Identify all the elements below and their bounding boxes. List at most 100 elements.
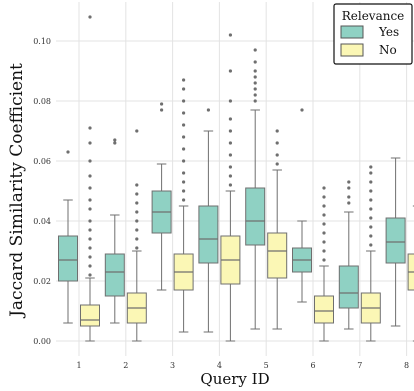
outlier-point — [275, 141, 279, 145]
legend: Relevance Yes No — [333, 3, 413, 65]
outlier-point — [182, 123, 186, 127]
y-tick-label: 0.04 — [33, 217, 51, 226]
outlier-point — [322, 186, 326, 190]
y-tick-label: 0.08 — [33, 97, 51, 106]
outlier-point — [88, 255, 92, 259]
y-tick-label: 0.06 — [33, 157, 51, 166]
outlier-point — [275, 153, 279, 157]
iqr-box — [385, 217, 406, 264]
outlier-point — [369, 243, 373, 247]
box-yes-query-6 — [292, 108, 312, 303]
box-yes-query-3 — [151, 102, 172, 291]
legend-swatch-yes — [340, 25, 364, 39]
outlier-point — [135, 237, 139, 241]
outlier-point — [160, 102, 164, 106]
outlier-point — [88, 219, 92, 223]
outlier-point — [66, 150, 70, 154]
outlier-point — [206, 108, 210, 112]
outlier-point — [228, 153, 232, 157]
outlier-point — [88, 126, 92, 130]
outlier-point — [135, 219, 139, 223]
outlier-point — [88, 186, 92, 190]
outlier-point — [88, 228, 92, 232]
outlier-point — [88, 264, 92, 268]
outlier-point — [228, 141, 232, 145]
x-tick-label: 7 — [357, 361, 362, 370]
outlier-point — [300, 108, 304, 112]
outlier-point — [228, 174, 232, 178]
outlier-point — [88, 246, 92, 250]
box-groups — [58, 15, 414, 342]
iqr-box — [58, 235, 78, 282]
outlier-point — [182, 189, 186, 193]
outlier-point — [182, 180, 186, 184]
outlier-point — [322, 240, 326, 244]
grid-lines — [56, 2, 414, 356]
outlier-point — [369, 225, 373, 229]
x-tick-label: 4 — [217, 361, 222, 370]
outlier-point — [113, 138, 117, 142]
tick-labels: 0.00 0.02 0.04 0.06 0.08 0.10 1 2 3 4 5 6 7 8 — [33, 37, 409, 370]
y-axis-label: Jaccard Similarity Coefficient — [7, 63, 27, 319]
x-tick-label: 2 — [123, 361, 128, 370]
outlier-point — [253, 69, 257, 73]
outlier-point — [253, 48, 257, 52]
outlier-point — [322, 249, 326, 253]
outlier-point — [228, 183, 232, 187]
outlier-point — [275, 162, 279, 166]
outlier-point — [135, 210, 139, 214]
outlier-point — [322, 222, 326, 226]
outlier-point — [182, 198, 186, 202]
outlier-point — [228, 117, 232, 121]
outlier-point — [369, 207, 373, 211]
outlier-point — [369, 198, 373, 202]
x-tick-label: 8 — [404, 361, 409, 370]
outlier-point — [369, 165, 373, 169]
box-no-query-3 — [173, 78, 194, 333]
box-no-query-6 — [314, 186, 334, 342]
outlier-point — [369, 189, 373, 193]
outlier-point — [88, 174, 92, 178]
box-yes-query-1 — [58, 150, 78, 324]
iqr-box — [314, 295, 334, 324]
iqr-box — [104, 253, 125, 297]
iqr-box — [338, 265, 359, 309]
box-yes-query-7 — [338, 180, 359, 330]
x-axis-label: Query ID — [200, 370, 269, 388]
box-no-query-4 — [220, 33, 241, 342]
outlier-point — [182, 171, 186, 175]
outlier-point — [369, 180, 373, 184]
legend-label-no: No — [379, 43, 397, 57]
outlier-point — [347, 195, 351, 199]
y-tick-label: 0.10 — [33, 37, 51, 46]
y-tick-label: 0.00 — [33, 337, 51, 346]
outlier-point — [135, 246, 139, 250]
outlier-point — [88, 273, 92, 277]
outlier-point — [135, 192, 139, 196]
outlier-point — [253, 60, 257, 64]
outlier-point — [253, 81, 257, 85]
box-no-query-5 — [267, 129, 288, 330]
outlier-point — [88, 198, 92, 202]
outlier-point — [182, 87, 186, 91]
outlier-point — [228, 33, 232, 37]
outlier-point — [322, 231, 326, 235]
outlier-point — [347, 180, 351, 184]
iqr-box — [198, 205, 219, 264]
outlier-point — [253, 99, 257, 103]
outlier-point — [135, 183, 139, 187]
box-no-query-2 — [126, 129, 147, 342]
outlier-point — [182, 99, 186, 103]
outlier-point — [253, 93, 257, 97]
outlier-point — [347, 201, 351, 205]
outlier-point — [88, 237, 92, 241]
box-no-query-1 — [80, 15, 100, 342]
x-tick-label: 6 — [310, 361, 315, 370]
outlier-point — [369, 216, 373, 220]
outlier-point — [88, 141, 92, 145]
legend-label-yes: Yes — [378, 25, 399, 39]
outlier-point — [182, 135, 186, 139]
iqr-box — [80, 304, 100, 327]
box-no-query-7 — [360, 165, 381, 342]
